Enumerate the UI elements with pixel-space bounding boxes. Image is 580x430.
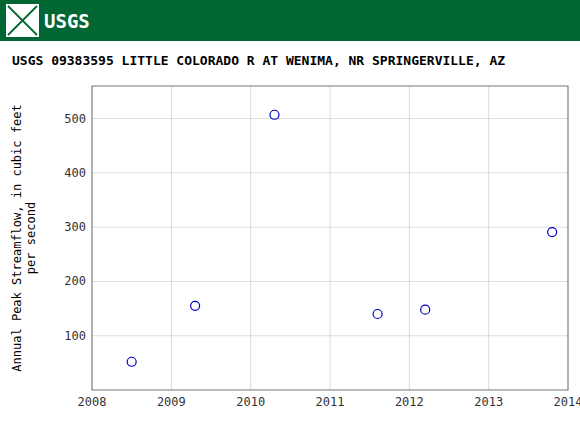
y-tick-label: 300 — [64, 220, 86, 234]
grid-line — [92, 172, 568, 173]
point — [548, 228, 557, 237]
logo-box — [6, 4, 39, 37]
grid — [92, 86, 568, 390]
header-text: USGS — [44, 10, 90, 32]
y-axis-label-line: per second — [24, 202, 38, 274]
grid-line — [92, 335, 568, 336]
plot-frame — [92, 86, 568, 390]
y-tick-label: 100 — [64, 329, 86, 343]
y-axis-label: Annual Peak Streamflow, in cubic feetper… — [10, 104, 38, 371]
logo — [6, 4, 39, 37]
grid-line — [409, 86, 410, 390]
grid-line — [488, 86, 489, 390]
x-tick-label: 2010 — [236, 395, 265, 409]
x-tick-label: 2013 — [474, 395, 503, 409]
grid-line — [250, 86, 251, 390]
y-tick-label: 200 — [64, 274, 86, 288]
x-tick-label: 2008 — [78, 395, 107, 409]
x-tick-label: 2012 — [395, 395, 424, 409]
x-tick-label: 2011 — [316, 395, 345, 409]
grid-line — [92, 227, 568, 228]
grid-line — [171, 86, 172, 390]
y-axis-label-line: Annual Peak Streamflow, in cubic feet — [10, 104, 24, 371]
logo-line — [8, 6, 37, 35]
points — [127, 110, 556, 366]
x-tick-label: 2009 — [157, 395, 186, 409]
point — [127, 357, 136, 366]
y-tick-label: 400 — [64, 166, 86, 180]
header-bar — [0, 0, 580, 41]
y-tick-label: 500 — [64, 112, 86, 126]
point — [373, 310, 382, 319]
point — [421, 305, 430, 314]
grid-line — [330, 86, 331, 390]
x-tick-label: 2014 — [554, 395, 580, 409]
grid-line — [92, 281, 568, 282]
grid-line — [92, 118, 568, 119]
point — [191, 301, 200, 310]
title: USGS 09383595 LITTLE COLORADO R AT WENIM… — [12, 53, 505, 68]
point — [270, 110, 279, 119]
logo-line — [8, 6, 37, 35]
